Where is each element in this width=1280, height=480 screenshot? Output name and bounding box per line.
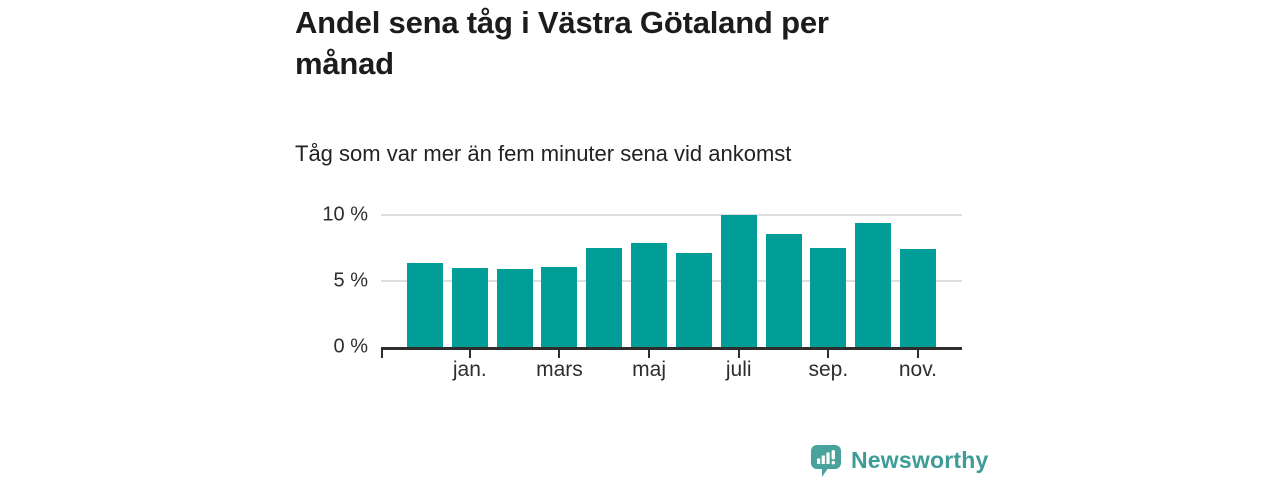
bar-nov. — [899, 249, 936, 347]
x-tick — [737, 350, 740, 358]
x-axis-labels: jan. mars maj juli sep. nov. — [381, 350, 962, 390]
x-axis-label-mars: mars — [536, 358, 583, 381]
bar-sep. — [810, 248, 847, 347]
x-axis-label-jan.: jan. — [452, 358, 487, 381]
chart-title-line-1: Andel sena tåg i Västra Götaland per — [295, 5, 829, 40]
bar-april — [586, 248, 623, 347]
bar-feb. — [496, 269, 533, 347]
bar-jan. — [451, 267, 488, 347]
y-axis-label-0: 0 % — [333, 335, 368, 358]
bar-juli — [720, 215, 757, 347]
x-slot-dec. — [407, 350, 443, 390]
bar-aug. — [765, 233, 802, 347]
brand-name: Newsworthy — [851, 447, 989, 473]
x-slot-aug. — [766, 350, 802, 390]
x-slot-sep.: sep. — [808, 350, 849, 390]
chart-subtitle: Tåg som var mer än fem minuter sena vid … — [295, 141, 792, 166]
x-axis-label-maj: maj — [632, 358, 666, 381]
x-axis-label-nov.: nov. — [898, 358, 938, 381]
branding: Newsworthy — [811, 444, 988, 477]
x-slot-okt. — [855, 350, 891, 390]
bars — [381, 215, 962, 347]
chart-title: Andel sena tåg i Västra Götaland per mån… — [295, 2, 955, 84]
x-slot-juni — [676, 350, 712, 390]
x-tick — [558, 350, 561, 358]
bar-mars — [541, 266, 578, 347]
x-tick — [648, 350, 651, 358]
x-slot-mars: mars — [536, 350, 583, 390]
y-axis-label-10: 10 % — [322, 203, 368, 226]
gridline-5pct — [381, 280, 962, 282]
bar-juni — [675, 253, 712, 347]
logo-exclamation-stem — [831, 449, 835, 459]
x-slot-jan.: jan. — [452, 350, 488, 390]
bar-dec. — [407, 262, 443, 347]
x-slot-feb. — [497, 350, 533, 390]
y-axis-label-5: 5 % — [333, 269, 368, 292]
x-tick — [468, 350, 471, 358]
logo-bar-1 — [817, 458, 821, 464]
x-slot-nov.: nov. — [898, 350, 938, 390]
x-tick — [827, 350, 830, 358]
logo-exclamation-dot — [831, 460, 835, 464]
x-slot-juli: juli — [721, 350, 757, 390]
gridline-10pct — [381, 214, 962, 216]
x-axis-label-sep.: sep. — [808, 358, 849, 381]
newsworthy-logo-icon — [811, 444, 841, 477]
x-tick — [916, 350, 919, 358]
x-slot-maj: maj — [631, 350, 667, 390]
x-slot-april — [586, 350, 622, 390]
logo-bar-3 — [826, 452, 830, 464]
bar-maj — [631, 242, 668, 347]
x-axis-origin-tick — [381, 350, 383, 358]
bar-okt. — [855, 222, 892, 347]
chart-title-line-2: månad — [295, 46, 394, 81]
logo-bar-2 — [821, 455, 825, 464]
x-axis-label-juli: juli — [725, 358, 752, 381]
plot-area — [381, 203, 962, 350]
y-axis-labels: 0 % 5 % 10 % — [295, 203, 368, 358]
